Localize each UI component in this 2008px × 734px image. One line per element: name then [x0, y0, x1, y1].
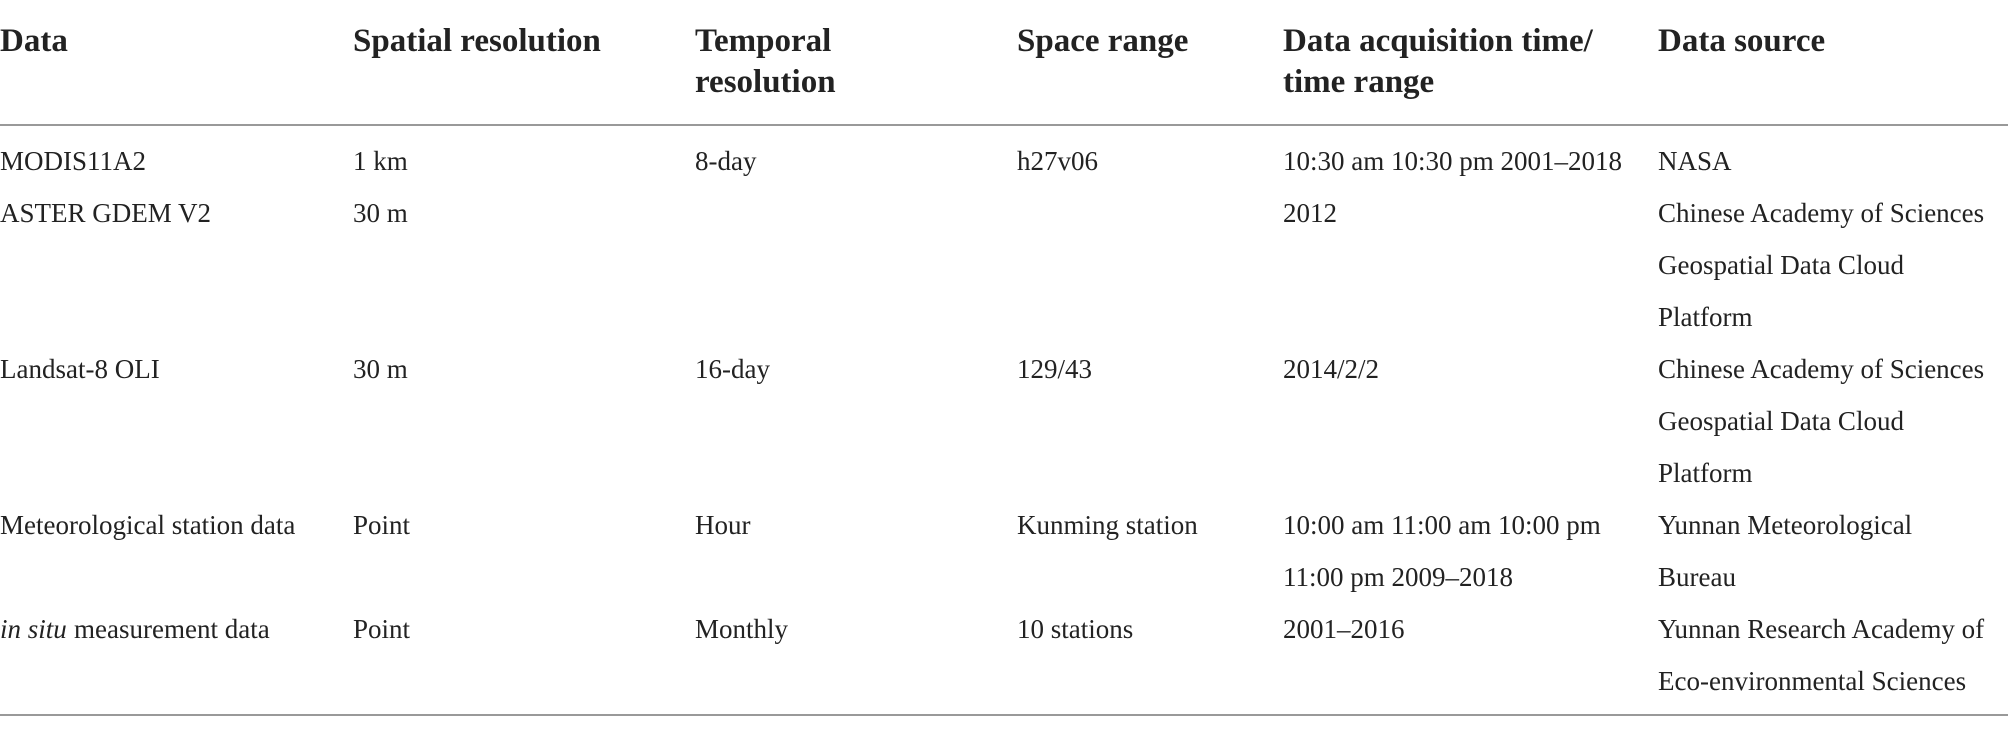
table-cell: Landsat-8 OLI — [0, 354, 160, 384]
table-cell: Monthly — [695, 614, 789, 644]
cell-text: measurement data — [74, 614, 270, 644]
header-rule — [0, 124, 2008, 126]
header-cell: resolution — [695, 64, 836, 100]
table-cell: Kunming station — [1017, 510, 1198, 540]
table-cell: Meteorological station data — [0, 510, 296, 540]
table-cell: Geospatial Data Cloud — [1658, 406, 1904, 436]
table-cell: Platform — [1658, 458, 1753, 488]
table-cell: 129/43 — [1017, 354, 1093, 384]
table-cell: 2012 — [1283, 198, 1337, 228]
table-cell: ASTER GDEM V2 — [0, 198, 212, 228]
italic-text: in situ — [0, 614, 67, 644]
table-cell: 30 m — [353, 354, 408, 384]
header-cell: Spatial resolution — [353, 23, 601, 59]
header-cell: Temporal — [695, 23, 832, 59]
table-cell: MODIS11A2 — [0, 146, 147, 176]
table-cell: Yunnan Meteorological — [1658, 510, 1913, 540]
table-cell: 2014/2/2 — [1283, 354, 1380, 384]
table-cell: 10:30 am 10:30 pm 2001–2018 — [1283, 146, 1622, 176]
table-cell: Eco-environmental Sciences — [1658, 666, 1967, 696]
table-cell: 11:00 pm 2009–2018 — [1283, 562, 1514, 592]
table-cell: Chinese Academy of Sciences — [1658, 354, 1985, 384]
header-cell: Data source — [1658, 23, 1826, 59]
header-cell: Data acquisition time/ — [1283, 23, 1593, 59]
table-cell: Geospatial Data Cloud — [1658, 250, 1904, 280]
table-cell: Chinese Academy of Sciences — [1658, 198, 1985, 228]
table-cell: 10 stations — [1017, 614, 1134, 644]
table-cell: Point — [353, 614, 411, 644]
table-cell: 16-day — [695, 354, 770, 384]
table-cell: Point — [353, 510, 411, 540]
table-cell: 30 m — [353, 198, 408, 228]
header-cell: time range — [1283, 64, 1435, 100]
table-cell: 8-day — [695, 146, 757, 176]
table-cell: 10:00 am 11:00 am 10:00 pm — [1283, 510, 1601, 540]
header-cell: Data — [0, 23, 68, 59]
table-cell: NASA — [1658, 146, 1732, 176]
table-cell: Bureau — [1658, 562, 1736, 592]
table-cell: h27v06 — [1017, 146, 1098, 176]
table-cell: Yunnan Research Academy of — [1658, 614, 1985, 644]
table-cell: Hour — [695, 510, 751, 540]
table-cell: Platform — [1658, 302, 1753, 332]
table-cell: 1 km — [353, 146, 408, 176]
table-cell: 2001–2016 — [1283, 614, 1405, 644]
table-cell: in situ measurement data — [0, 603, 270, 655]
header-cell: Space range — [1017, 23, 1189, 59]
bottom-rule — [0, 714, 2008, 716]
